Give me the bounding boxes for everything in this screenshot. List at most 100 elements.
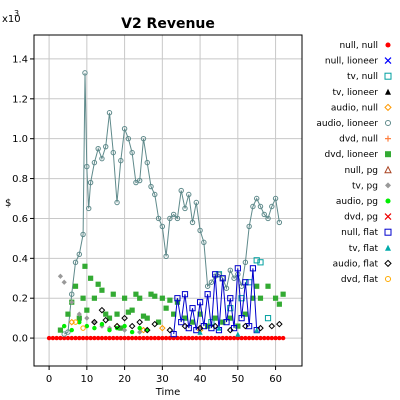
baseline-point: [190, 336, 194, 340]
legend-marker: [385, 120, 390, 125]
baseline-point: [179, 336, 183, 340]
data-point: [92, 320, 97, 325]
data-point: [235, 331, 240, 336]
baseline-point: [270, 336, 274, 340]
data-point: [258, 260, 263, 265]
data-point: [277, 322, 282, 327]
legend-item: dvd, lioneer: [325, 150, 391, 160]
legend-label: null, null: [339, 41, 378, 51]
baseline-point: [194, 336, 198, 340]
legend-item: audio, pg: [336, 197, 391, 207]
data-point: [265, 316, 270, 321]
legend-label: dvd, pg: [344, 213, 378, 223]
baseline-point: [134, 336, 138, 340]
series-null-flat: [171, 266, 259, 337]
data-point: [277, 302, 282, 307]
y-tick-label: 0.4: [12, 254, 28, 265]
baseline-point: [104, 336, 108, 340]
baseline-point: [70, 336, 74, 340]
baseline-point: [85, 336, 89, 340]
data-point: [235, 324, 240, 329]
x-tick-label: 30: [156, 374, 169, 385]
data-point: [88, 276, 93, 281]
baseline-point: [251, 336, 255, 340]
baseline-point: [217, 336, 221, 340]
baseline-point: [198, 336, 202, 340]
data-point: [243, 324, 248, 329]
legend-item: dvd, pg: [344, 213, 391, 223]
data-point: [111, 292, 116, 297]
data-point: [62, 324, 66, 328]
baseline-point: [164, 336, 168, 340]
data-point: [254, 284, 259, 289]
data-point: [70, 328, 74, 332]
baseline-point: [88, 336, 92, 340]
data-point: [65, 312, 70, 317]
data-point: [84, 316, 89, 321]
baseline-point: [149, 336, 153, 340]
baseline-point: [111, 336, 115, 340]
baseline-point: [281, 336, 285, 340]
baseline-point: [221, 336, 225, 340]
baseline-point: [224, 336, 228, 340]
legend-label: tv, lioneer: [332, 88, 378, 98]
baseline-point: [130, 336, 134, 340]
baseline-point: [141, 336, 145, 340]
data-point: [99, 288, 104, 293]
baseline-point: [119, 336, 123, 340]
data-point: [258, 296, 263, 301]
data-point: [130, 308, 135, 313]
legend-marker: [385, 276, 390, 281]
baseline-point: [228, 336, 232, 340]
x-tick-label: 10: [80, 374, 93, 385]
x-axis-ticks: 0 10 20 30 40 50 60: [46, 366, 282, 385]
legend-label: tv, flat: [349, 244, 379, 254]
data-point: [145, 316, 150, 321]
y-tick-label: 0.8: [12, 174, 28, 185]
data-point: [258, 326, 263, 331]
data-point: [73, 284, 78, 289]
data-point: [269, 324, 274, 329]
legend-item: audio, flat: [333, 259, 391, 269]
baseline-point: [137, 336, 141, 340]
legend-item: dvd, null: [339, 135, 391, 145]
legend-item: audio, null: [331, 103, 391, 113]
chart-title: V2 Revenue: [121, 16, 215, 32]
legend-item: null, lioneer: [325, 57, 391, 67]
baseline-point: [160, 336, 164, 340]
legend-marker: [385, 104, 391, 110]
baseline-point: [73, 336, 77, 340]
data-point: [228, 328, 233, 333]
legend-label: null, flat: [341, 228, 378, 238]
baseline-point: [92, 336, 96, 340]
data-point: [84, 308, 89, 313]
x-tick-label: 0: [46, 374, 52, 385]
data-point: [265, 284, 270, 289]
x-axis-label: Time: [155, 387, 180, 398]
data-point: [213, 316, 218, 321]
legend-item: tv, pg: [352, 181, 391, 191]
data-point: [58, 274, 63, 279]
data-point: [80, 296, 85, 301]
legend-item: tv, lioneer: [332, 88, 391, 98]
data-point: [58, 328, 63, 333]
baseline-point: [243, 336, 247, 340]
data-point: [160, 296, 165, 301]
data-point: [130, 330, 134, 334]
baseline-point: [202, 336, 206, 340]
data-point: [273, 296, 278, 301]
baseline-point: [258, 336, 262, 340]
baseline-point: [277, 336, 281, 340]
x-tick-label: 60: [269, 374, 282, 385]
x-tick-label: 20: [118, 374, 131, 385]
x-tick-label: 50: [231, 374, 244, 385]
data-point: [107, 328, 111, 332]
legend-marker: [385, 42, 390, 47]
plot-area: [34, 35, 302, 366]
y-tick-label: 0.6: [12, 214, 28, 225]
legend-item: null, null: [339, 41, 390, 51]
data-point: [81, 326, 85, 330]
legend-marker: [385, 136, 391, 142]
legend-label: dvd, null: [339, 135, 378, 145]
y-tick-label: 0.0: [12, 334, 28, 345]
